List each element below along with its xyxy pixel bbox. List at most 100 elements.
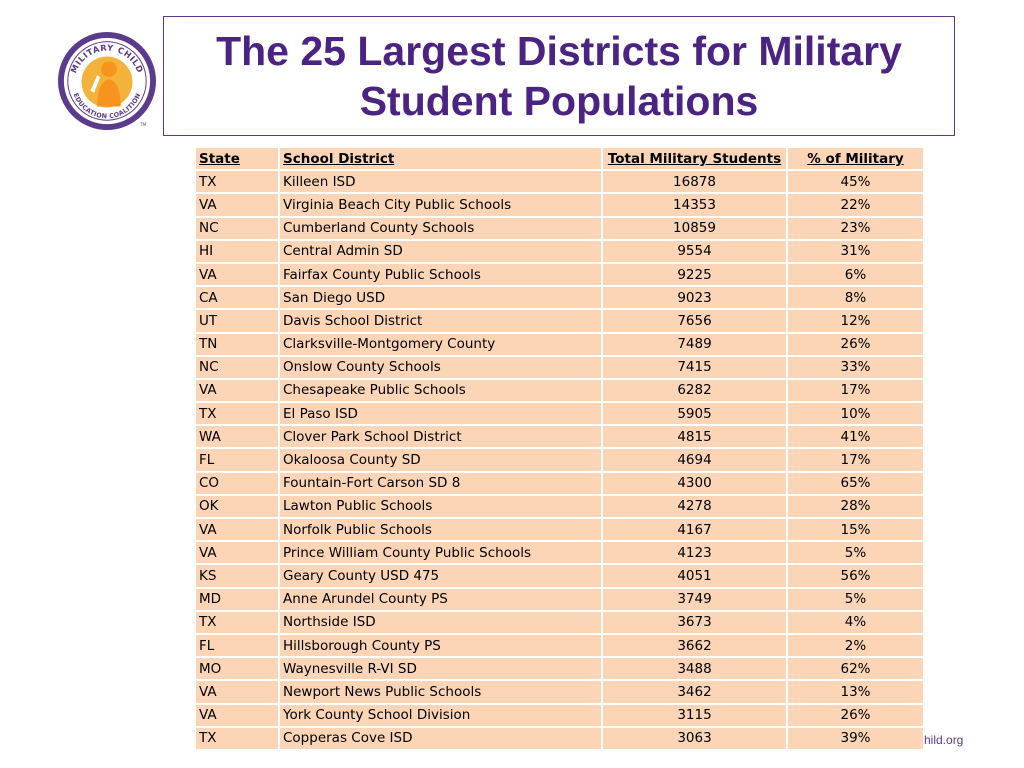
cell-percent-military: 45% [786, 169, 925, 195]
cell-state: TX [194, 169, 280, 195]
table-row: TX Copperas Cove ISD 3063 39% [194, 725, 925, 751]
cell-total-military-students: 4123 [601, 540, 788, 566]
cell-school-district: Central Admin SD [278, 238, 603, 264]
cell-total-military-students: 3115 [601, 702, 788, 728]
cell-percent-military: 2% [786, 632, 925, 659]
cell-school-district: Anne Arundel County PS [278, 586, 603, 612]
cell-state: TX [194, 609, 280, 635]
table-row: HI Central Admin SD 9554 31% [194, 238, 925, 264]
cell-percent-military: 10% [786, 401, 925, 427]
cell-state: CA [194, 285, 280, 311]
cell-school-district: Killeen ISD [278, 169, 603, 195]
cell-percent-military: 5% [786, 586, 925, 612]
cell-percent-military: 4% [786, 609, 925, 635]
cell-state: VA [194, 540, 280, 566]
table-row: VA Prince William County Public Schools 41… [194, 540, 925, 566]
cell-percent-military: 22% [786, 192, 925, 218]
cell-state: FL [194, 632, 280, 659]
cell-state: CO [194, 470, 280, 496]
cell-total-military-students: 7489 [601, 331, 788, 357]
cell-school-district: Prince William County Public Schools [278, 540, 603, 566]
table-row: UT Davis School District 7656 12% [194, 308, 925, 334]
cell-state: MD [194, 586, 280, 612]
cell-school-district: El Paso ISD [278, 401, 603, 427]
cell-state: VA [194, 516, 280, 543]
table-row: FL Hillsborough County PS 3662 2% [194, 632, 925, 659]
cell-percent-military: 17% [786, 377, 925, 404]
table-row: TN Clarksville-Montgomery County 7489 26% [194, 331, 925, 357]
cell-total-military-students: 9225 [601, 261, 788, 288]
districts-table-container: State School District Total Military Stude… [194, 145, 925, 751]
cell-school-district: Cumberland County Schools [278, 215, 603, 241]
table-row: OK Lawton Public Schools 4278 28% [194, 493, 925, 520]
table-row: VA Norfolk Public Schools 4167 15% [194, 516, 925, 543]
cell-state: NC [194, 215, 280, 241]
cell-percent-military: 15% [786, 516, 925, 543]
page-title: The 25 Largest Districts for Military St… [216, 28, 902, 124]
cell-total-military-students: 16878 [601, 169, 788, 195]
cell-state: NC [194, 354, 280, 380]
header-school-district: School District [278, 145, 603, 172]
cell-state: TX [194, 401, 280, 427]
cell-total-military-students: 4167 [601, 516, 788, 543]
cell-school-district: Geary County USD 475 [278, 563, 603, 589]
cell-percent-military: 65% [786, 470, 925, 496]
cell-school-district: Northside ISD [278, 609, 603, 635]
cell-school-district: Fountain-Fort Carson SD 8 [278, 470, 603, 496]
header-percent-military: % of Military [786, 145, 925, 172]
table-row: CO Fountain-Fort Carson SD 8 4300 65% [194, 470, 925, 496]
cell-school-district: San Diego USD [278, 285, 603, 311]
footer-website-link[interactable]: hild.org [924, 733, 964, 747]
cell-total-military-students: 7415 [601, 354, 788, 380]
cell-school-district: Virginia Beach City Public Schools [278, 192, 603, 218]
cell-school-district: Clover Park School District [278, 424, 603, 450]
cell-total-military-students: 4278 [601, 493, 788, 520]
cell-total-military-students: 4051 [601, 563, 788, 589]
cell-state: VA [194, 377, 280, 404]
cell-percent-military: 56% [786, 563, 925, 589]
cell-total-military-students: 4694 [601, 447, 788, 473]
cell-total-military-students: 4300 [601, 470, 788, 496]
table-row: VA Fairfax County Public Schools 9225 6% [194, 261, 925, 288]
header-total-military-students: Total Military Students [601, 145, 788, 172]
table-row: TX El Paso ISD 5905 10% [194, 401, 925, 427]
cell-percent-military: 31% [786, 238, 925, 264]
table-row: MD Anne Arundel County PS 3749 5% [194, 586, 925, 612]
cell-percent-military: 23% [786, 215, 925, 241]
table-row: VA Virginia Beach City Public Schools 1435… [194, 192, 925, 218]
cell-school-district: Copperas Cove ISD [278, 725, 603, 751]
cell-percent-military: 6% [786, 261, 925, 288]
cell-state: VA [194, 192, 280, 218]
cell-percent-military: 39% [786, 725, 925, 751]
cell-state: VA [194, 679, 280, 705]
cell-state: TX [194, 725, 280, 751]
cell-total-military-students: 6282 [601, 377, 788, 404]
cell-school-district: Clarksville-Montgomery County [278, 331, 603, 357]
title-box: The 25 Largest Districts for Military St… [163, 16, 955, 136]
cell-school-district: Waynesville R-VI SD [278, 656, 603, 682]
cell-percent-military: 28% [786, 493, 925, 520]
cell-percent-military: 33% [786, 354, 925, 380]
cell-school-district: Newport News Public Schools [278, 679, 603, 705]
cell-school-district: Chesapeake Public Schools [278, 377, 603, 404]
header-state: State [194, 145, 280, 172]
cell-total-military-students: 3063 [601, 725, 788, 751]
cell-total-military-students: 7656 [601, 308, 788, 334]
cell-school-district: Norfolk Public Schools [278, 516, 603, 543]
table-row: NC Onslow County Schools 7415 33% [194, 354, 925, 380]
cell-state: UT [194, 308, 280, 334]
military-child-education-coalition-logo: MILITARY CHILD EDUCATION COALITION TM [58, 32, 156, 130]
cell-total-military-students: 4815 [601, 424, 788, 450]
cell-total-military-students: 3673 [601, 609, 788, 635]
cell-total-military-students: 3662 [601, 632, 788, 659]
cell-state: VA [194, 261, 280, 288]
cell-percent-military: 5% [786, 540, 925, 566]
table-body: TX Killeen ISD 16878 45% VA Virginia Beach Ci… [194, 169, 925, 751]
cell-state: FL [194, 447, 280, 473]
cell-school-district: Hillsborough County PS [278, 632, 603, 659]
cell-total-military-students: 3749 [601, 586, 788, 612]
cell-state: OK [194, 493, 280, 520]
cell-percent-military: 8% [786, 285, 925, 311]
cell-state: HI [194, 238, 280, 264]
table-row: VA York County School Division 3115 26% [194, 702, 925, 728]
